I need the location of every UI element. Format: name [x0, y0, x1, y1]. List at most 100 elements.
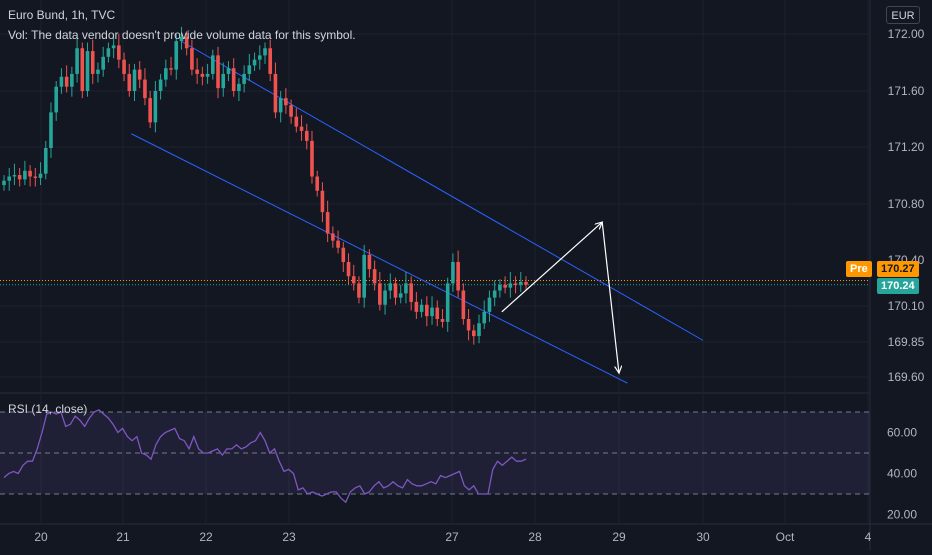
candle-body	[101, 56, 105, 70]
candle-body	[304, 130, 309, 141]
candle-body	[435, 307, 440, 319]
time-tick-label: 21	[116, 530, 130, 544]
candle-body	[336, 240, 340, 248]
candle-body	[398, 293, 403, 298]
candle-body	[90, 51, 95, 74]
projection-down-arrow	[601, 222, 619, 373]
time-tick-label: Oct	[776, 530, 795, 544]
candle-body	[362, 254, 366, 298]
price-tick-label: 169.85	[888, 335, 925, 349]
candle-body	[351, 276, 356, 284]
time-tick-label: 20	[34, 530, 48, 544]
candle-body	[148, 98, 152, 123]
candle-body	[242, 73, 246, 84]
candle-body	[430, 307, 434, 317]
candle-body	[419, 304, 424, 312]
candle-body	[122, 59, 126, 74]
candle-body	[404, 283, 408, 294]
currency-selector[interactable]: EUR	[886, 6, 920, 24]
candle-body	[383, 290, 387, 305]
candle-body	[247, 65, 252, 74]
candle-body	[508, 283, 513, 288]
candle-body	[518, 281, 523, 285]
candle-body	[28, 170, 32, 177]
rsi-tick-label: 40.00	[887, 467, 917, 481]
candle-body	[257, 55, 262, 60]
candle-body	[472, 330, 476, 337]
candle-body	[409, 283, 413, 302]
channel-lower-line	[131, 133, 628, 384]
candle-body	[263, 48, 267, 56]
candle-body	[80, 48, 85, 91]
trend-channel	[131, 40, 704, 384]
candle-body	[294, 116, 299, 127]
candle-body	[451, 262, 455, 284]
candle-body	[466, 319, 471, 331]
pre-price-badge: 170.27	[877, 261, 919, 277]
candle-body	[231, 68, 236, 91]
rsi-tick-label: 20.00	[887, 508, 917, 522]
candle-body	[477, 323, 481, 337]
time-tick-label: 22	[199, 530, 213, 544]
candle-body	[513, 283, 518, 285]
projection-arrows	[501, 222, 619, 373]
candle-body	[106, 48, 111, 57]
candle-body	[341, 247, 346, 262]
candle-body	[357, 283, 361, 298]
candle-body	[226, 68, 231, 74]
candle-series	[2, 26, 528, 345]
price-tick-label: 171.60	[888, 84, 925, 98]
rsi-legend: RSI (14, close)	[8, 402, 88, 416]
candle-body	[190, 48, 194, 70]
candle-body	[17, 175, 22, 180]
candle-body	[461, 290, 466, 319]
candle-body	[440, 319, 445, 322]
candle-body	[43, 148, 48, 174]
candle-body	[54, 86, 58, 113]
candle-body	[169, 68, 173, 70]
price-tick-label: 172.00	[888, 27, 925, 41]
candle-body	[7, 176, 12, 181]
candle-body	[252, 59, 257, 66]
time-tick-label: 29	[612, 530, 626, 544]
candle-body	[200, 73, 205, 77]
time-tick-label: 28	[528, 530, 542, 544]
candle-body	[96, 69, 100, 74]
candle-body	[414, 301, 419, 312]
candle-body	[393, 283, 398, 298]
candle-body	[278, 98, 283, 113]
candle-body	[487, 297, 492, 312]
candle-body	[216, 55, 220, 89]
candle-body	[320, 190, 325, 213]
candle-body	[315, 176, 319, 191]
price-axis: 20 21 22 23 27 28 29 30 Oct 4 172.00 171.60 171.20 17…	[34, 27, 924, 544]
time-tick-label: 27	[445, 530, 459, 544]
candle-body	[12, 175, 17, 177]
candle-body	[524, 281, 528, 285]
candle-body	[127, 73, 132, 91]
projection-up-arrow	[501, 222, 602, 313]
candle-body	[111, 45, 116, 49]
candle-body	[492, 290, 497, 298]
candle-body	[195, 69, 199, 74]
volume-note: Vol: The data vendor doesn't provide vol…	[8, 28, 356, 42]
candle-body	[346, 262, 351, 277]
candle-body	[284, 98, 288, 106]
candle-body	[158, 79, 163, 91]
chart-title: Euro Bund, 1h, TVC	[8, 8, 116, 22]
time-tick-label: 23	[282, 530, 296, 544]
candle-body	[117, 45, 121, 60]
candle-body	[59, 76, 64, 87]
candle-body	[137, 69, 142, 80]
candle-body	[221, 73, 226, 89]
candle-body	[268, 48, 273, 74]
candle-body	[482, 311, 487, 324]
candle-body	[2, 180, 6, 186]
candle-body	[23, 170, 27, 180]
candle-body	[372, 269, 377, 284]
candle-body	[132, 69, 137, 91]
candle-body	[425, 304, 429, 317]
last-price-badge: 170.24	[877, 278, 919, 294]
